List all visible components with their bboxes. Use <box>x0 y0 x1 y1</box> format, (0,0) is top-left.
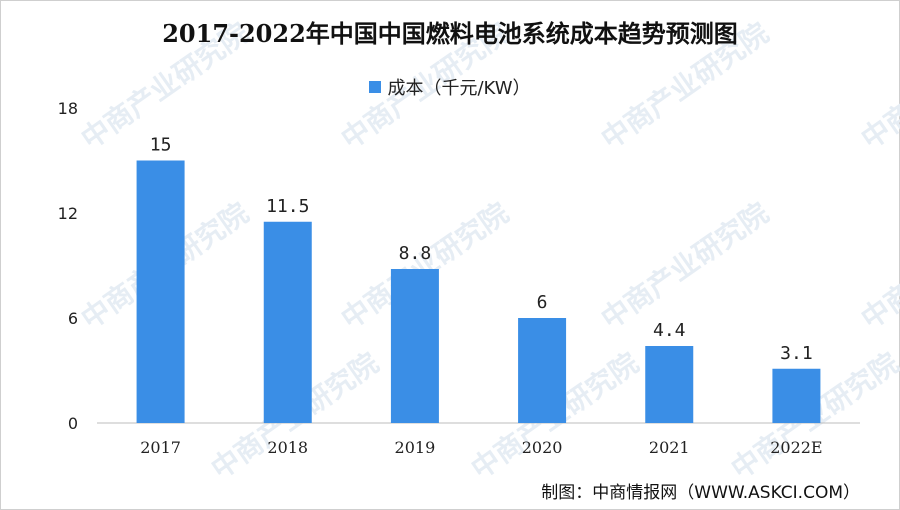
y-tick-label: 0 <box>68 414 78 433</box>
bar <box>136 160 185 423</box>
data-label: 11.5 <box>266 196 309 217</box>
data-label: 4.4 <box>653 320 686 341</box>
bars-layer <box>136 160 821 423</box>
bar <box>772 368 821 423</box>
bar <box>390 269 439 423</box>
y-tick-label: 12 <box>58 204 78 223</box>
y-axis: 0 6 12 18 <box>58 99 78 433</box>
watermark-text: 中商产业研究院 <box>855 196 900 335</box>
y-tick-label: 18 <box>58 99 78 118</box>
x-tick-label: 2018 <box>267 438 308 457</box>
x-tick-label: 2019 <box>395 438 436 457</box>
legend: 成本（千元/KW） <box>0 74 900 100</box>
x-tick-label: 2021 <box>649 438 690 457</box>
legend-label: 成本（千元/KW） <box>387 78 531 99</box>
x-tick-label: 2022E <box>770 438 822 457</box>
data-label: 6 <box>537 292 548 313</box>
data-labels-layer: 15 11.5 8.8 6 4.4 3.1 <box>150 135 813 364</box>
legend-swatch <box>369 81 382 93</box>
data-label: 15 <box>150 135 172 156</box>
bar <box>263 221 312 423</box>
watermark-text: 中商产业研究院 <box>595 196 774 335</box>
bar <box>645 346 694 423</box>
chart-title: 2017-2022年中国中国燃料电池系统成本趋势预测图 <box>162 19 738 48</box>
x-axis: 2017 2018 2019 2020 2021 2022E <box>97 422 860 457</box>
bar <box>518 318 567 423</box>
data-label: 8.8 <box>399 243 432 264</box>
x-tick-label: 2020 <box>522 438 563 457</box>
data-label: 3.1 <box>780 343 813 364</box>
x-tick-label: 2017 <box>140 438 181 457</box>
source-note: 制图：中商情报网（WWW.ASKCI.COM） <box>541 483 860 503</box>
y-tick-label: 6 <box>68 309 78 328</box>
